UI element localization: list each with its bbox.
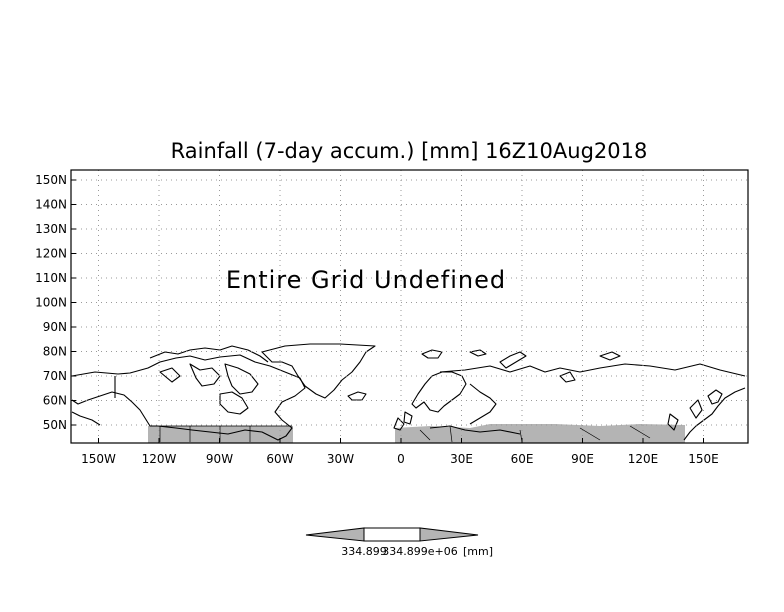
y-tick-label: 80N [43,345,67,359]
x-tick-label: 60W [266,452,293,466]
y-tick-label: 120N [35,247,67,261]
x-tick-label: 30W [327,452,354,466]
colorbar: 334.899 334.899e+06 [mm] [305,527,493,558]
x-tick-label: 90E [571,452,594,466]
x-tick-labels: 150W 120W 90W 60W 30W 0 30E 60E 90E 120E 150E [81,452,719,466]
x-tick-label: 120W [142,452,177,466]
colorbar-right-triangle [419,527,479,542]
y-tick-labels: 150N 140N 130N 120N 110N 100N 90N 80N 70N 60N 50N [35,173,67,432]
grid-lines [71,170,748,443]
coastlines [71,343,746,441]
shaded-region [148,424,685,443]
map-title: Rainfall (7-day accum.) [mm] 16Z10Aug201… [171,139,648,163]
tick-marks [71,179,704,443]
y-tick-label: 130N [35,222,67,236]
undefined-notice: Entire Grid Undefined [226,266,506,294]
colorbar-left-triangle [305,527,365,542]
y-tick-label: 90N [43,320,67,334]
y-tick-label: 50N [43,418,67,432]
x-tick-label: 150E [688,452,719,466]
country-borders [150,425,651,443]
y-tick-label: 150N [35,173,67,187]
x-tick-label: 30E [450,452,473,466]
y-tick-label: 100N [35,296,67,310]
colorbar-left-label: 334.899 [341,545,387,558]
x-tick-label: 0 [397,452,405,466]
x-tick-label: 120E [628,452,659,466]
y-tick-label: 110N [35,271,67,285]
x-tick-label: 90W [206,452,233,466]
colorbar-unit: [mm] [463,545,493,558]
plot-frame [70,169,749,444]
y-tick-label: 60N [43,394,67,408]
colorbar-right-label: 334.899e+06 [382,545,457,558]
y-tick-label: 70N [43,369,67,383]
x-tick-label: 60E [511,452,534,466]
y-tick-label: 140N [35,198,67,212]
colorbar-box [363,527,421,542]
x-tick-label: 150W [81,452,116,466]
